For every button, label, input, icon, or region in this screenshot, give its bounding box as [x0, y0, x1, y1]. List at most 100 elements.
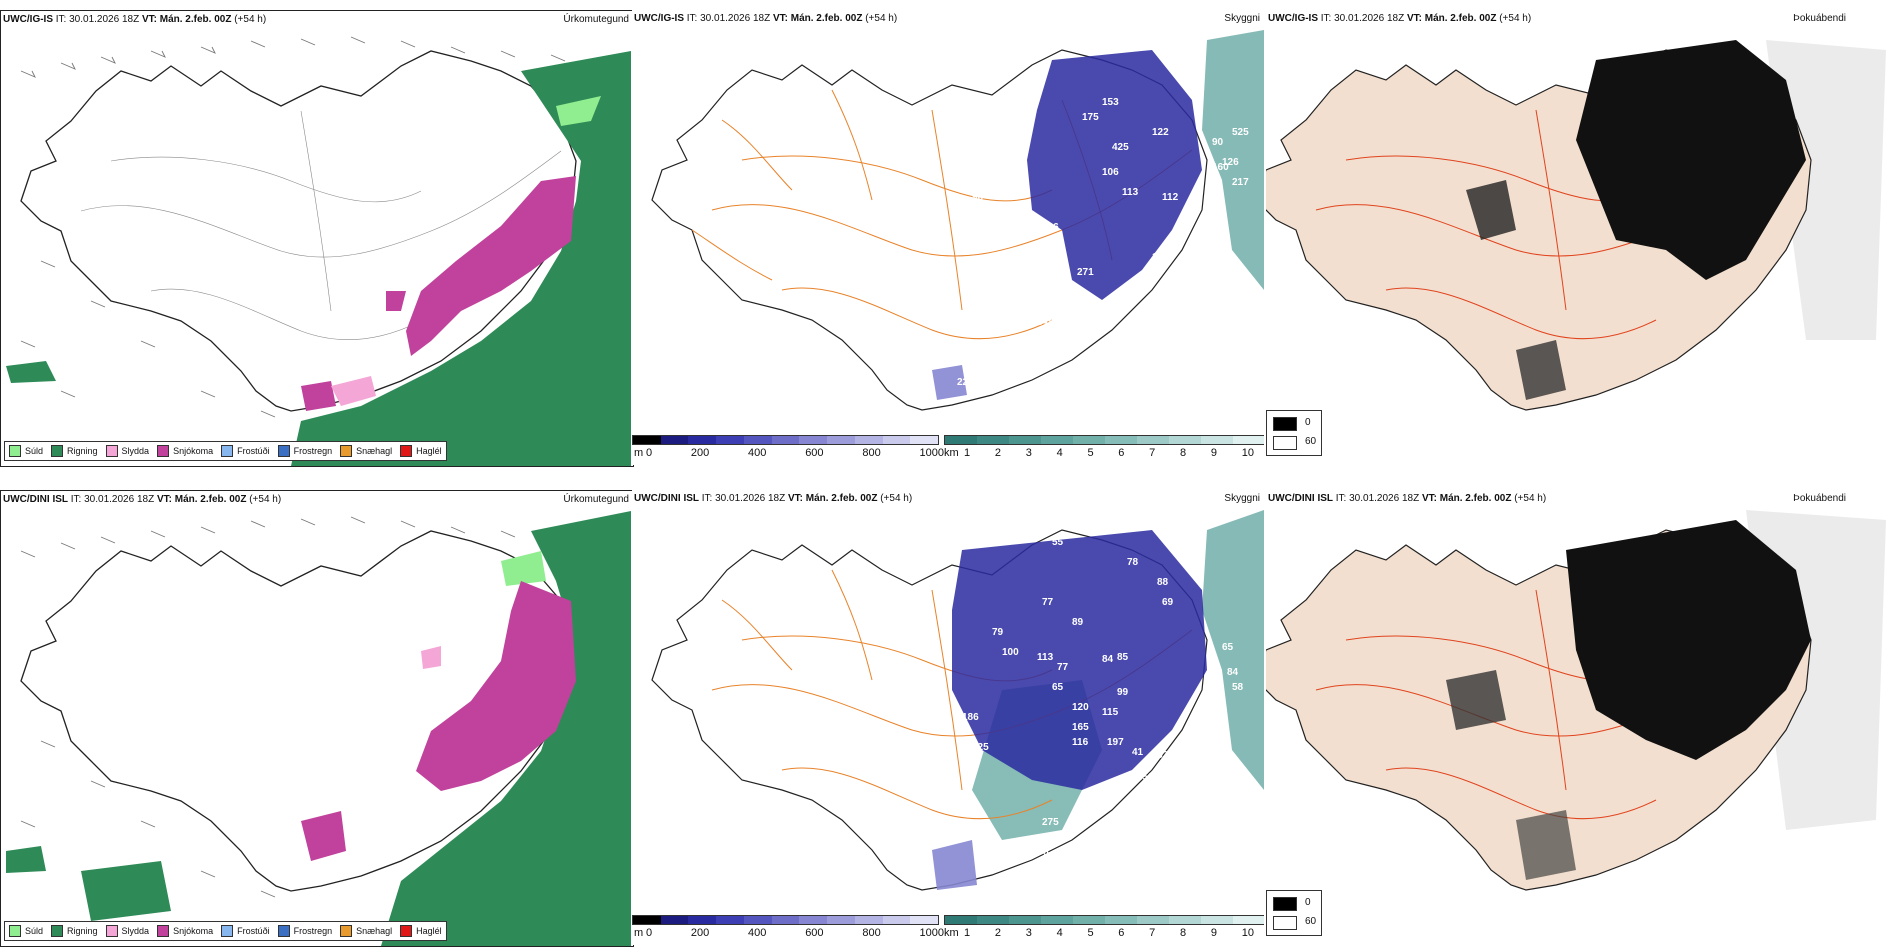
cloud-panel-top: UWC/IG-IS IT: 30.01.2026 18Z VT: Mán. 2.…	[632, 10, 1264, 465]
cloud-base-label: 160	[1212, 162, 1229, 173]
legend-swatch	[340, 445, 353, 457]
fog-dense	[1516, 340, 1566, 400]
cbar-tick: 9	[1210, 927, 1217, 939]
cloud-base-label: 348	[1037, 317, 1054, 328]
it-value: 30.01.2026 18Z	[1334, 13, 1405, 24]
fog-dense	[1576, 40, 1806, 280]
panel-header: UWC/DINI ISL IT: 30.01.2026 18Z VT: Mán.…	[1, 491, 633, 509]
iceland-outline	[651, 529, 1208, 891]
cbar-cell	[1073, 436, 1105, 444]
it-label: IT:	[1335, 493, 1347, 504]
cloud-base-label: 89	[1072, 617, 1084, 628]
cloud-base-label: 126	[1222, 157, 1239, 168]
cloud-base-field	[932, 365, 967, 400]
panel-title-right: Þokuábendi	[1793, 13, 1846, 24]
fog-dense	[1566, 520, 1811, 760]
cbar-cell	[827, 916, 855, 924]
cbar-tick: 6	[1118, 447, 1125, 459]
legend-label: Snjókoma	[173, 446, 214, 456]
panel-title-right: Úrkomutegund	[563, 494, 629, 505]
fog-swatch-dark	[1273, 417, 1297, 431]
panel-header: UWC/IG-IS IT: 30.01.2026 18Z VT: Mán. 2.…	[1, 11, 633, 29]
legend-label: Frostregn	[293, 926, 333, 936]
cbar-cell	[633, 916, 661, 924]
cloud-base-label: 85	[1117, 652, 1129, 663]
cloud-base-label: 84	[1227, 667, 1239, 678]
cbar-tick: 600	[805, 447, 824, 459]
cloud-base-label: 77	[1057, 662, 1069, 673]
panel-title-left: UWC/DINI ISL IT: 30.01.2026 18Z VT: Mán.…	[3, 491, 281, 509]
vt-value: Mán. 2.feb. 00Z	[174, 494, 247, 505]
fog-swatch-light	[1273, 436, 1297, 450]
cloud-base-label: 222	[957, 377, 974, 388]
cbar-cell	[660, 436, 689, 444]
cbar-tick: 1000	[919, 447, 944, 459]
legend-swatch	[340, 925, 353, 937]
cbar-cell	[945, 916, 977, 924]
cbar-tick: 9	[1210, 447, 1217, 459]
cbar-tick: 1000	[919, 927, 944, 939]
cbar-tick: 10	[1241, 447, 1254, 459]
cbar-height-unit: m	[634, 447, 644, 459]
cbar-cell	[882, 436, 911, 444]
precip-legend: Súld Rigning Slydda Snjókoma Frostúði Fr…	[4, 441, 447, 461]
cloud-base-label: 55	[1052, 537, 1064, 548]
cbar-cell	[1201, 436, 1233, 444]
vt-label: VT:	[787, 493, 803, 504]
cloud-base-label: 271	[1077, 267, 1094, 278]
legend-label: Snæhagl	[356, 926, 393, 936]
lead-time: (+54 h)	[1499, 13, 1532, 24]
cbar-tick: 5	[1087, 447, 1094, 459]
panel-header: UWC/IG-IS IT: 30.01.2026 18Z VT: Mán. 2.…	[632, 10, 1264, 28]
wind-barbs	[20, 516, 516, 898]
cbar-height	[632, 915, 939, 925]
cbar-tick: 7	[1149, 927, 1156, 939]
cloud-base-label: 236	[1052, 322, 1069, 333]
vt-value: Mán. 2.feb. 00Z	[1439, 493, 1512, 504]
cbar-tick: 4	[1056, 447, 1063, 459]
sleet-field	[421, 646, 441, 669]
cbar-height-ticks: 0 200 400 600 800 1000	[646, 927, 944, 939]
fog-map	[1266, 40, 1886, 411]
cbar-cell	[910, 436, 939, 444]
cloud-base-label: 165	[1072, 722, 1089, 733]
legend-swatch	[105, 925, 118, 937]
cloud-base-label: 108	[932, 712, 949, 723]
cloud-base-label: 58	[1232, 682, 1244, 693]
cloud-base-label: 375	[1032, 847, 1049, 858]
legend-item: Slydda	[105, 925, 149, 937]
cloud-base-label: 275	[1042, 817, 1059, 828]
cbar-cell	[977, 436, 1009, 444]
cloud-base-label: 78	[1127, 557, 1139, 568]
cbar-cell	[1105, 436, 1137, 444]
cbar-cell	[660, 916, 689, 924]
cbar-tick: 2	[994, 447, 1001, 459]
cloud-base-label: 352	[1137, 772, 1154, 783]
cbar-cell	[1009, 436, 1041, 444]
legend-swatch	[277, 925, 290, 937]
it-value: 30.01.2026 18Z	[84, 494, 155, 505]
legend-swatch	[400, 445, 413, 457]
cloud-base-label: 345	[1177, 217, 1194, 228]
precip-legend: Súld Rigning Slydda Snjókoma Frostúði Fr…	[4, 921, 447, 941]
legend-item: Frostúði	[221, 925, 270, 937]
it-label: IT:	[701, 493, 713, 504]
cbar-cell	[854, 436, 883, 444]
precip-map	[6, 36, 631, 466]
cloud-base-label: 115	[1102, 707, 1119, 718]
cbar-cell	[1137, 436, 1169, 444]
cbar-cell	[743, 916, 772, 924]
cloud-base-label: 332	[1157, 750, 1174, 761]
legend-swatch	[157, 445, 170, 457]
cloud-base-label: 186	[962, 712, 979, 723]
lead-time: (+54 h)	[880, 493, 913, 504]
panel-title-left: UWC/IG-IS IT: 30.01.2026 18Z VT: Mán. 2.…	[1268, 10, 1531, 28]
legend-item: Frostregn	[277, 445, 332, 457]
fog-swatch-light	[1273, 916, 1297, 930]
legend-item: Haglél	[400, 925, 442, 937]
cbar-tick: 0	[646, 447, 653, 459]
cbar-cell	[688, 436, 717, 444]
vis-teal-field	[1202, 510, 1264, 790]
